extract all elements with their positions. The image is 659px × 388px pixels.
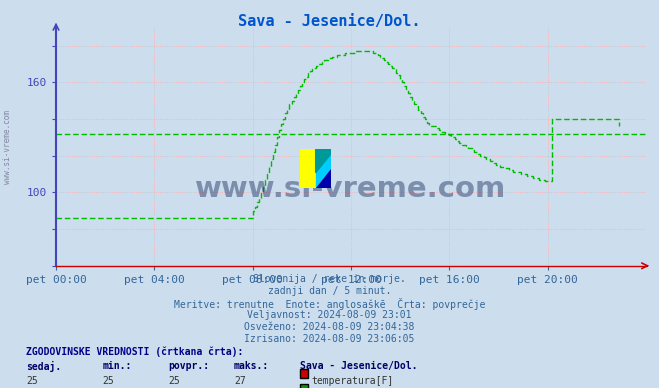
Text: www.si-vreme.com: www.si-vreme.com xyxy=(3,111,13,184)
Text: sedaj.: sedaj. xyxy=(26,361,61,372)
Text: temperatura[F]: temperatura[F] xyxy=(312,376,394,386)
Text: Veljavnost: 2024-08-09 23:01: Veljavnost: 2024-08-09 23:01 xyxy=(247,310,412,320)
Text: Slovenija / reke in morje.: Slovenija / reke in morje. xyxy=(253,274,406,284)
Polygon shape xyxy=(316,149,331,173)
Polygon shape xyxy=(316,169,331,188)
Text: Osveženo: 2024-08-09 23:04:38: Osveženo: 2024-08-09 23:04:38 xyxy=(244,322,415,332)
Text: Meritve: trenutne  Enote: anglosaškē  Črta: povprečje: Meritve: trenutne Enote: anglosaškē Črta… xyxy=(174,298,485,310)
Text: 25: 25 xyxy=(168,376,180,386)
Text: ZGODOVINSKE VREDNOSTI (črtkana črta):: ZGODOVINSKE VREDNOSTI (črtkana črta): xyxy=(26,346,244,357)
Text: Sava - Jesenice/Dol.: Sava - Jesenice/Dol. xyxy=(239,14,420,29)
Text: 25: 25 xyxy=(102,376,114,386)
Text: min.:: min.: xyxy=(102,361,132,371)
Text: maks.:: maks.: xyxy=(234,361,269,371)
Text: Sava - Jesenice/Dol.: Sava - Jesenice/Dol. xyxy=(300,361,417,371)
Text: 27: 27 xyxy=(234,376,246,386)
Text: zadnji dan / 5 minut.: zadnji dan / 5 minut. xyxy=(268,286,391,296)
Text: Izrisano: 2024-08-09 23:06:05: Izrisano: 2024-08-09 23:06:05 xyxy=(244,334,415,344)
Text: 25: 25 xyxy=(26,376,38,386)
Text: www.si-vreme.com: www.si-vreme.com xyxy=(195,175,507,203)
Bar xyxy=(300,149,316,188)
Text: povpr.:: povpr.: xyxy=(168,361,209,371)
Bar xyxy=(316,149,331,188)
